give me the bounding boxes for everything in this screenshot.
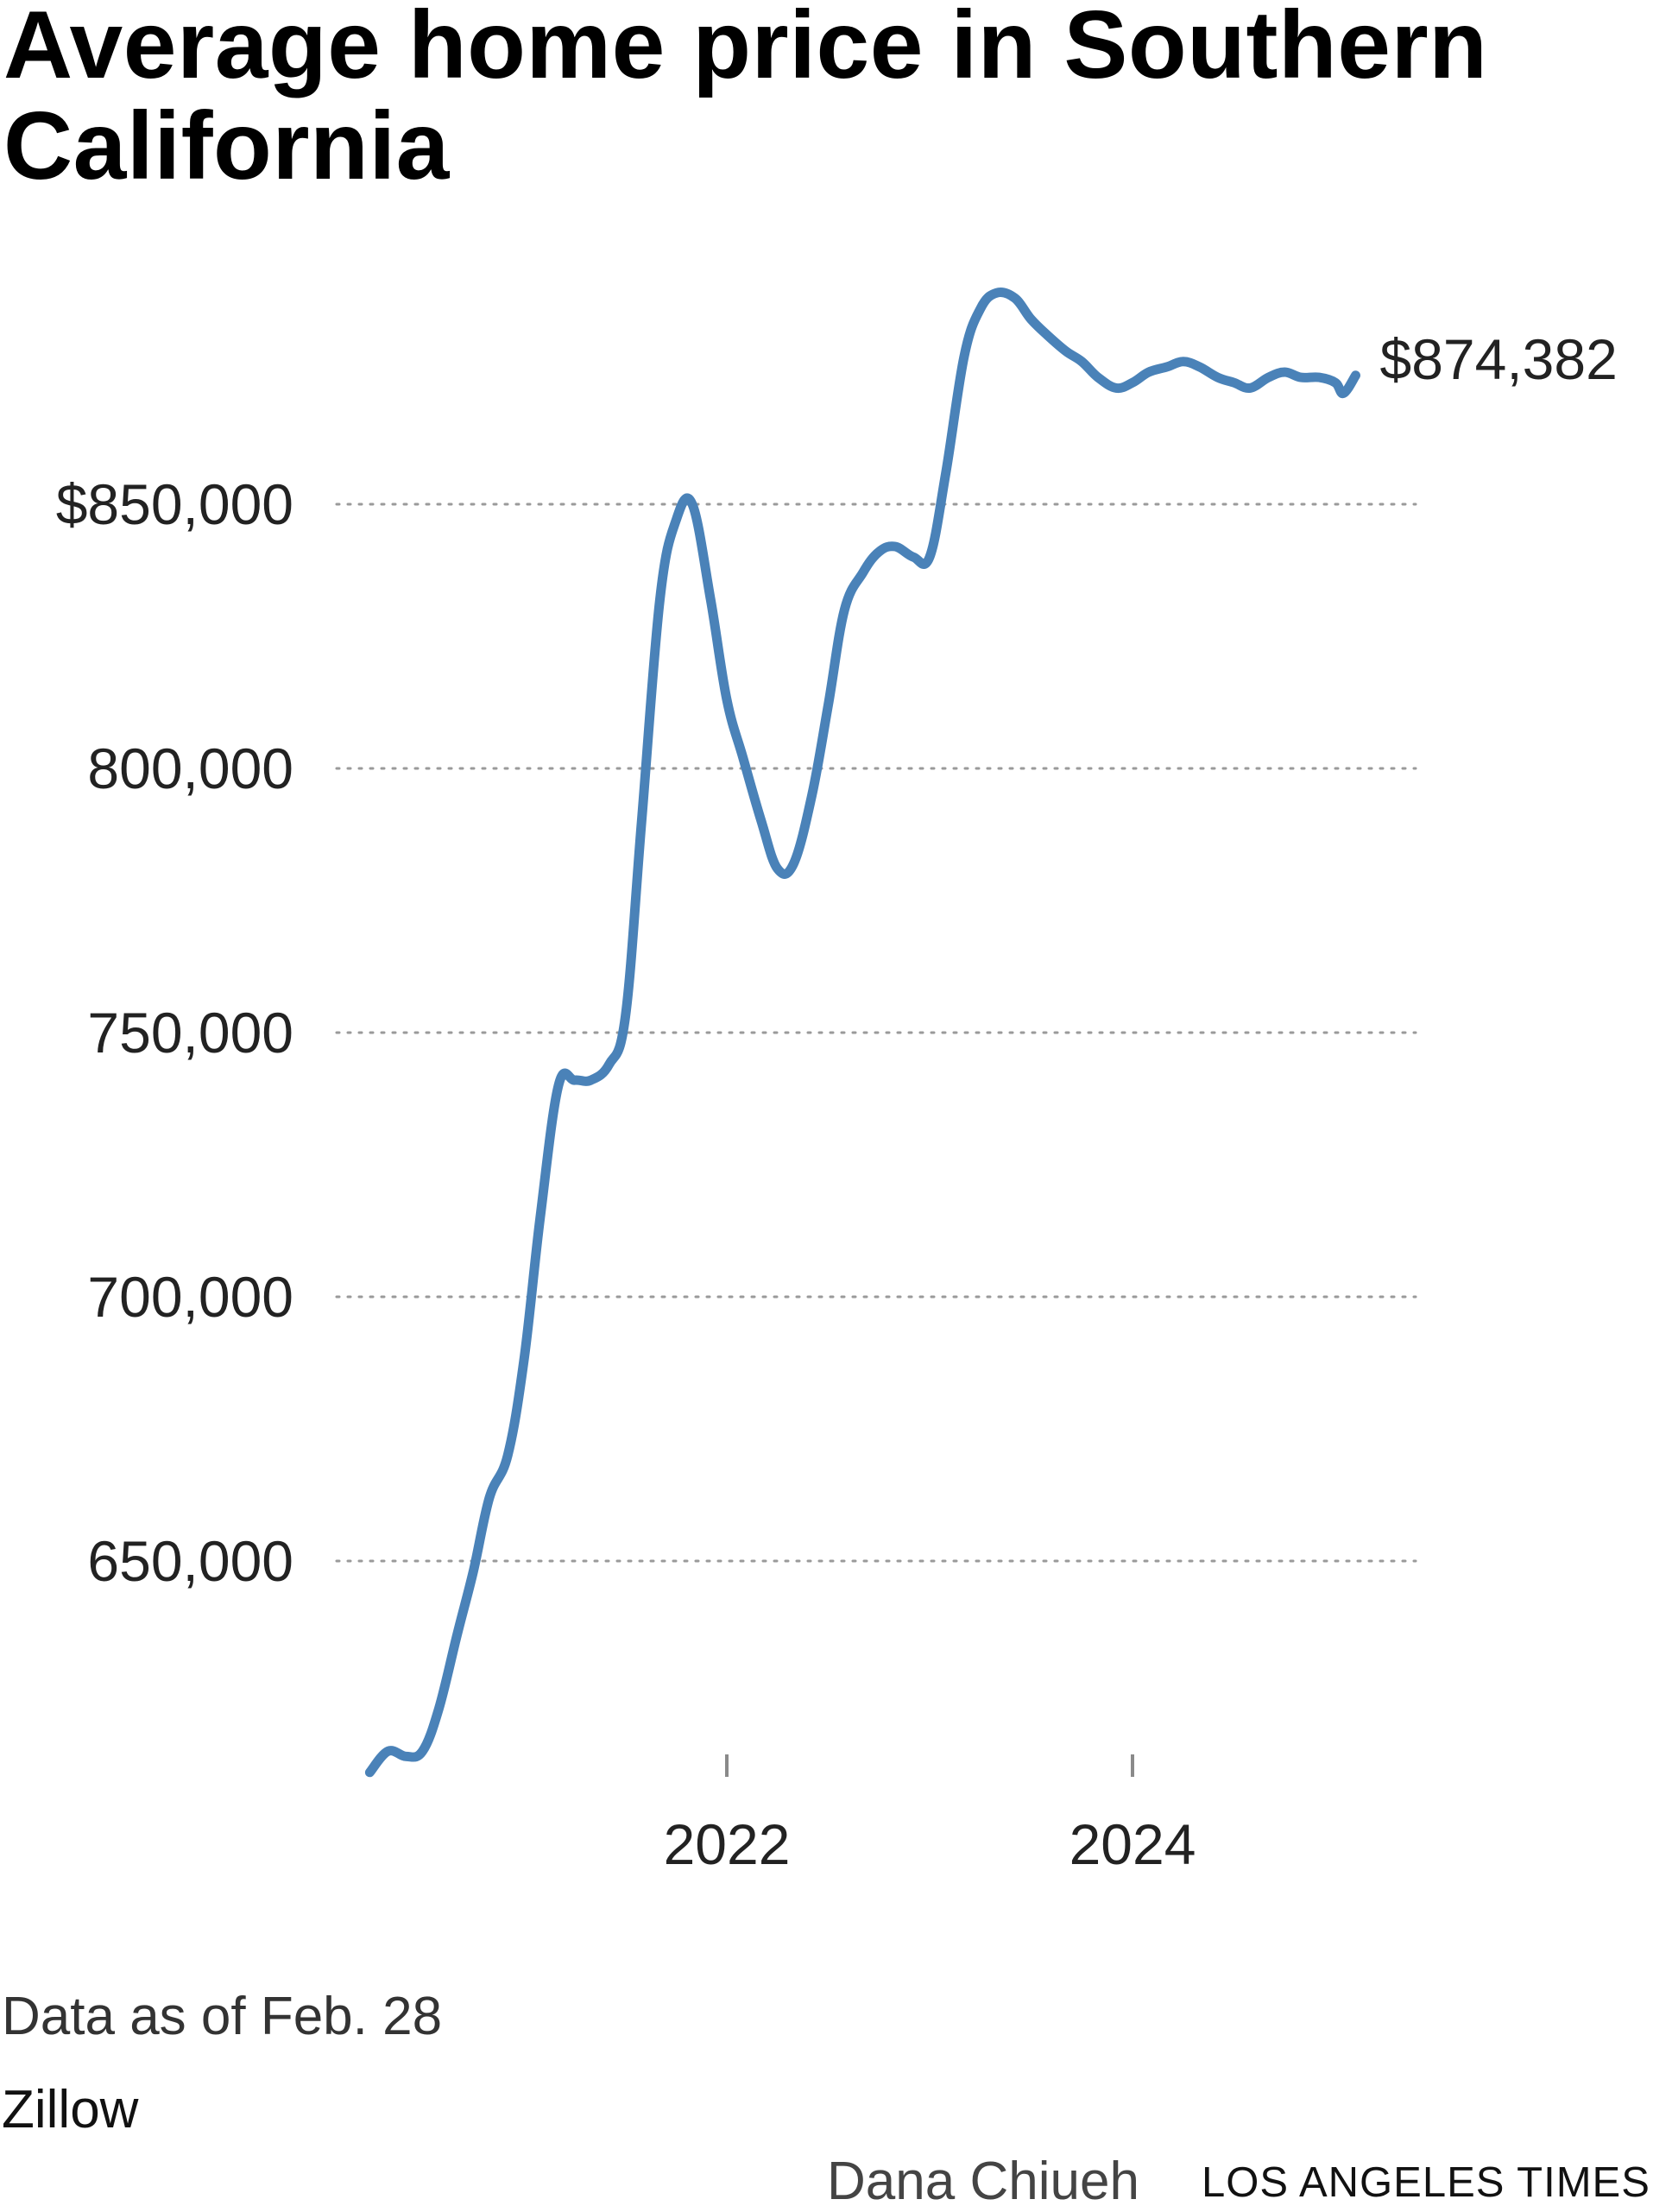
y-tick-label: 700,000 — [87, 1265, 293, 1329]
series-layer — [364, 287, 1360, 1778]
x-tick-label: 2022 — [664, 1812, 791, 1876]
publisher-logo: LOS ANGELES TIMES — [1202, 2159, 1650, 2206]
data-note: Data as of Feb. 28 — [2, 1987, 443, 2046]
x-tick-label: 2024 — [1069, 1812, 1196, 1876]
source-credit: Zillow — [2, 2080, 139, 2139]
series-line — [364, 287, 1360, 1778]
byline: Dana Chiueh — [827, 2152, 1139, 2211]
x-axis-ticks: 2022 2024 — [664, 1754, 1196, 1876]
end-value-label: $874,382 — [1380, 327, 1618, 391]
y-tick-label: 800,000 — [87, 736, 293, 800]
gridlines — [335, 502, 1417, 1563]
chart-title: Average home price in Southern Californi… — [3, 0, 1488, 199]
y-tick-label: 750,000 — [87, 1001, 293, 1065]
y-tick-label: 650,000 — [87, 1529, 293, 1593]
y-axis-ticks: 650,000 700,000 750,000 800,000 $850,000 — [56, 472, 293, 1593]
y-tick-label: $850,000 — [56, 472, 293, 536]
